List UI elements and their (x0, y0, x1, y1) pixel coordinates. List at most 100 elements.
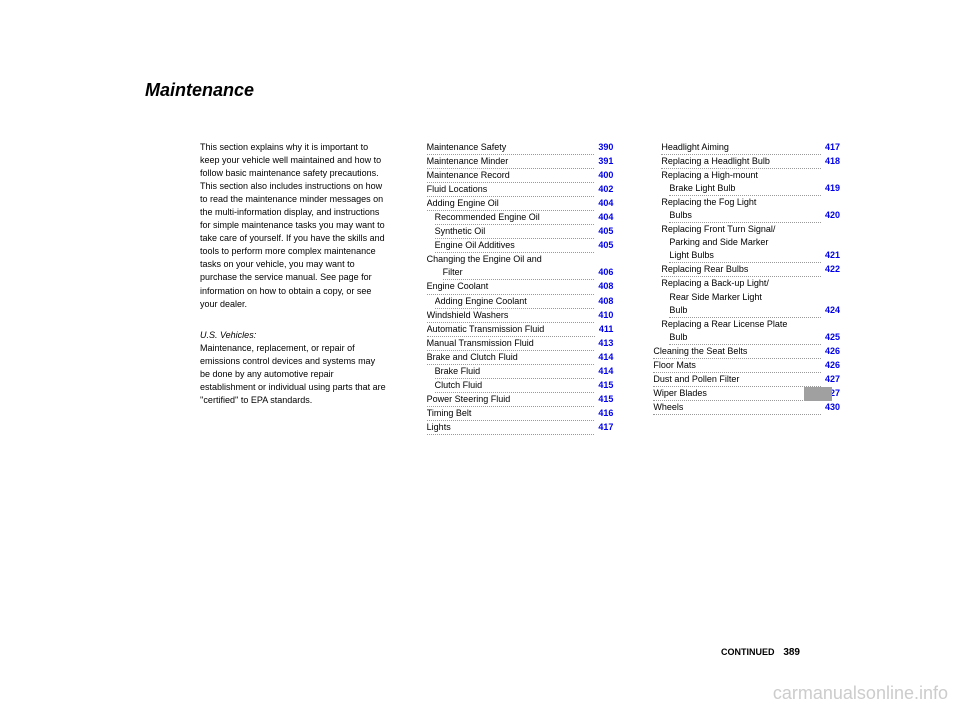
toc-item-label: Brake Fluid (435, 365, 595, 379)
toc-page-link[interactable]: 408 (598, 295, 613, 308)
toc-page-link[interactable]: 425 (825, 331, 840, 344)
toc-item: Timing Belt416 (427, 407, 614, 421)
toc-item: Wheels 430 (653, 401, 840, 415)
toc-page-link[interactable]: 422 (825, 263, 840, 276)
emissions-note-heading: U.S. Vehicles: (200, 329, 387, 342)
toc-item-label: Parking and Side Marker (669, 236, 840, 249)
section-tab (804, 387, 832, 401)
toc-item: Maintenance Record400 (427, 169, 614, 183)
toc-page-link[interactable]: 413 (598, 337, 613, 350)
toc-item: Brake and Clutch Fluid414 (427, 351, 614, 365)
toc-item-label: Wheels (653, 401, 821, 415)
toc-page-link[interactable]: 404 (598, 211, 613, 224)
toc-page-link[interactable]: 415 (598, 379, 613, 392)
toc-item: Replacing a Rear License Plate (653, 318, 840, 331)
emissions-note: Maintenance, replacement, or repair of e… (200, 342, 387, 407)
toc-page-link[interactable]: 400 (598, 169, 613, 182)
toc-page-link[interactable]: 404 (598, 197, 613, 210)
toc-item-label: Replacing a Rear License Plate (661, 318, 840, 331)
toc-page-link[interactable]: 430 (825, 401, 840, 414)
toc-item: Fluid Locations402 (427, 183, 614, 197)
toc-page-link[interactable]: 405 (598, 239, 613, 252)
toc-item: Adding Engine Oil404 (427, 197, 614, 211)
toc-page-link[interactable]: 417 (598, 421, 613, 434)
toc-item: Engine Coolant408 (427, 280, 614, 294)
content-columns: This section explains why it is importan… (200, 141, 840, 435)
toc-item-label: Replacing a Back-up Light/ (661, 277, 840, 290)
toc-page-link[interactable]: 426 (825, 359, 840, 372)
toc-page-link[interactable]: 415 (598, 393, 613, 406)
toc-item-label: Automatic Transmission Fluid (427, 323, 595, 337)
toc-item: Replacing a Back-up Light/ (653, 277, 840, 290)
toc-page-link[interactable]: 408 (598, 280, 613, 293)
toc-item: Clutch Fluid415 (427, 379, 614, 393)
toc-item: Dust and Pollen Filter427 (653, 373, 840, 387)
toc-item: Power Steering Fluid415 (427, 393, 614, 407)
toc-item-label: Replacing Rear Bulbs (661, 263, 821, 277)
toc-page-link[interactable]: 414 (598, 351, 613, 364)
toc-page-link[interactable]: 390 (598, 141, 613, 154)
toc-item: Parking and Side Marker (653, 236, 840, 249)
toc-item: Maintenance Safety390 (427, 141, 614, 155)
toc-item: Recommended Engine Oil404 (427, 211, 614, 225)
continued-label: CONTINUED (721, 647, 775, 657)
toc-page-link[interactable]: 402 (598, 183, 613, 196)
toc-item-label: Bulb (669, 304, 821, 318)
toc-item-label: Fluid Locations (427, 183, 595, 197)
toc-item-label: Clutch Fluid (435, 379, 595, 393)
toc-item: Cleaning the Seat Belts426 (653, 345, 840, 359)
toc-item: Replacing a High-mount (653, 169, 840, 182)
toc-item-label: Adding Engine Coolant (435, 295, 595, 309)
toc-item-label: Rear Side Marker Light (669, 291, 840, 304)
toc-item: Windshield Washers410 (427, 309, 614, 323)
toc-item: Synthetic Oil405 (427, 225, 614, 239)
toc-item-label: Headlight Aiming (661, 141, 821, 155)
toc-item: Manual Transmission Fluid413 (427, 337, 614, 351)
toc-item: Changing the Engine Oil and (427, 253, 614, 266)
toc-page-link[interactable]: 411 (599, 323, 614, 336)
toc-page-link[interactable]: 410 (598, 309, 613, 322)
intro-text: This section explains why it is importan… (200, 141, 387, 311)
toc-item-label: Power Steering Fluid (427, 393, 595, 407)
toc-item-label: Changing the Engine Oil and (427, 253, 614, 266)
toc-item-label: Manual Transmission Fluid (427, 337, 595, 351)
toc-item-label: Replacing a Headlight Bulb (661, 155, 821, 169)
toc-page-link[interactable]: 416 (598, 407, 613, 420)
toc-item-label: Synthetic Oil (435, 225, 595, 239)
toc-item: Headlight Aiming 417 (653, 141, 840, 155)
toc-item-label: Engine Oil Additives (435, 239, 595, 253)
toc-item-label: Brake and Clutch Fluid (427, 351, 595, 365)
toc-item-label: Bulb (669, 331, 821, 345)
toc-item-label: Engine Coolant (427, 280, 595, 294)
toc-item-label: Maintenance Record (427, 169, 595, 183)
toc-page-link[interactable]: 391 (598, 155, 613, 168)
toc-page-link[interactable]: 420 (825, 209, 840, 222)
toc-item-label: Adding Engine Oil (427, 197, 595, 211)
toc-page-link[interactable]: 426 (825, 345, 840, 358)
toc-item: Light Bulbs421 (653, 249, 840, 263)
watermark: carmanualsonline.info (773, 683, 948, 704)
toc-page-link[interactable]: 414 (598, 365, 613, 378)
toc-item-label: Replacing a High-mount (661, 169, 840, 182)
intro-column: This section explains why it is importan… (200, 141, 387, 435)
toc-page-link[interactable]: 424 (825, 304, 840, 317)
toc-page-link[interactable]: 427 (825, 373, 840, 386)
toc-item-label: Bulbs (669, 209, 821, 223)
toc-page-link[interactable]: 421 (825, 249, 840, 262)
toc-item-label: Windshield Washers (427, 309, 595, 323)
toc-item: Adding Engine Coolant408 (427, 295, 614, 309)
toc-column-1: Maintenance Safety390Maintenance Minder3… (427, 141, 614, 435)
toc-page-link[interactable]: 418 (825, 155, 840, 168)
toc-page-link[interactable]: 417 (825, 141, 840, 154)
toc-item-label: Replacing Front Turn Signal/ (661, 223, 840, 236)
toc-item: Engine Oil Additives405 (427, 239, 614, 253)
toc-item: Replacing the Fog Light (653, 196, 840, 209)
toc-item: Bulbs 420 (653, 209, 840, 223)
toc-page-link[interactable]: 419 (825, 182, 840, 195)
toc-item-label: Lights (427, 421, 595, 435)
toc-page-link[interactable]: 406 (598, 266, 613, 279)
toc-item-label: Floor Mats (653, 359, 821, 373)
toc-page-link[interactable]: 405 (598, 225, 613, 238)
toc-item: Lights417 (427, 421, 614, 435)
page-title: Maintenance (145, 80, 840, 101)
